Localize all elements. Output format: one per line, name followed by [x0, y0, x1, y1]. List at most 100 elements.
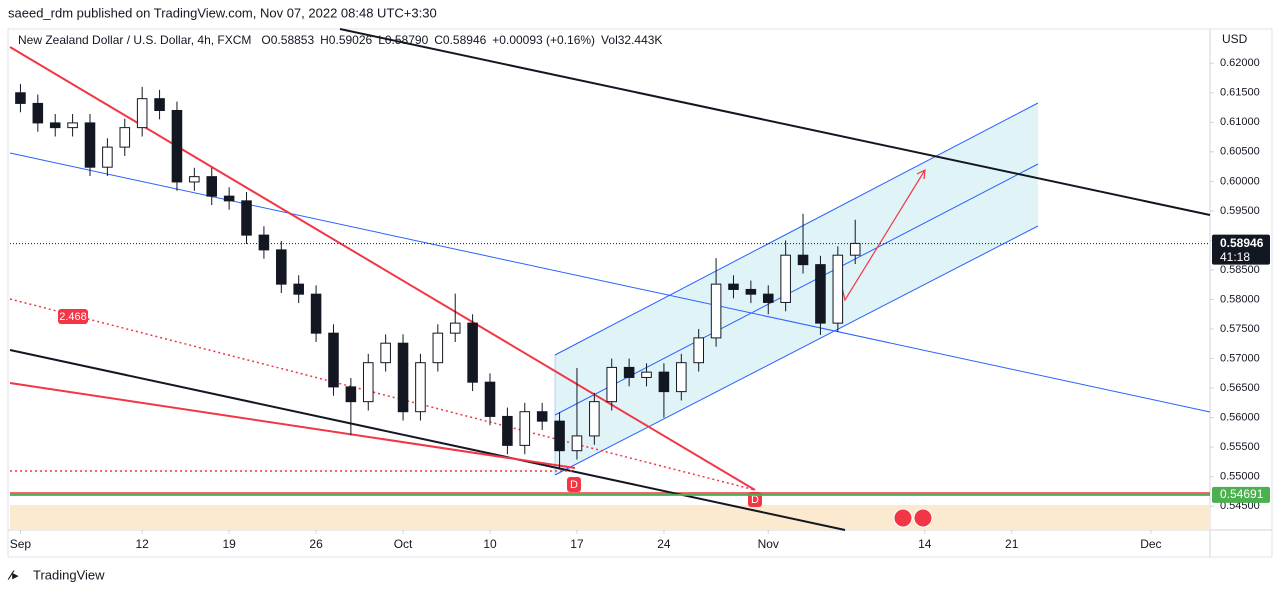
- zone: [10, 505, 1210, 530]
- candle-body: [554, 420, 565, 452]
- currency-label: USD: [1222, 32, 1248, 46]
- ohlc-legend: O0.58853 H0.59026 L0.58790 C0.58946 +0.00093…: [261, 33, 662, 47]
- x-tick-label: 24: [657, 537, 671, 551]
- ratio-badge: [58, 309, 88, 324]
- brand: TradingView: [33, 567, 105, 582]
- ohlc-value: L0.58790: [378, 33, 428, 47]
- dividend-label: D: [751, 494, 759, 506]
- ohlc-value: Vol32.443K: [601, 33, 662, 47]
- channel-mid: [554, 163, 1039, 416]
- candle-body: [589, 401, 600, 437]
- candle-body: [258, 234, 270, 251]
- ohlc-value: H0.59026: [320, 33, 372, 47]
- countdown-label: 41:18: [1220, 250, 1250, 264]
- x-tick-label: Sep: [10, 537, 32, 551]
- candle-body: [345, 386, 357, 403]
- candle-body: [571, 435, 583, 452]
- candle-body: [415, 362, 426, 413]
- candle-body: [102, 146, 113, 168]
- candle-body: [189, 176, 200, 183]
- candle-body: [328, 332, 339, 388]
- candle-body: [623, 366, 635, 378]
- publisher-line: saeed_rdm published on TradingView.com, …: [8, 5, 437, 20]
- y-tick-label: 0.62000: [1220, 57, 1260, 69]
- event-icon[interactable]: [913, 508, 933, 528]
- candle-body: [641, 371, 652, 378]
- last-price-label: 0.58946: [1220, 236, 1264, 250]
- candle-body: [67, 122, 78, 129]
- red-trendline: [9, 46, 756, 491]
- x-tick-label: 17: [570, 537, 584, 551]
- y-tick-label: 0.60500: [1220, 146, 1260, 158]
- black-trendline-bottom: [9, 349, 846, 531]
- candle-body: [32, 102, 44, 124]
- candles: [15, 83, 861, 470]
- candle-body: [154, 98, 165, 111]
- y-tick-label: 0.58500: [1220, 264, 1260, 276]
- chart-frame: [7, 28, 1273, 558]
- candle-body: [432, 332, 444, 364]
- candle-body: [362, 362, 374, 403]
- candle-body: [519, 411, 531, 446]
- ohlc-value: O0.58853: [261, 33, 314, 47]
- candle-body: [536, 411, 548, 422]
- candle-body: [171, 109, 183, 183]
- x-tick-label: 14: [918, 537, 932, 551]
- candle-body: [502, 415, 513, 446]
- ratio-label: 2.468: [59, 311, 87, 323]
- x-tick-label: 21: [1005, 537, 1019, 551]
- event-icon[interactable]: [893, 508, 913, 528]
- y-tick-label: 0.61500: [1220, 87, 1260, 99]
- y-tick-label: 0.57000: [1220, 352, 1260, 364]
- y-tick-label: 0.54500: [1220, 500, 1260, 512]
- candle-body: [710, 283, 722, 339]
- candle-body: [658, 371, 670, 393]
- dividend-badge[interactable]: [567, 477, 581, 492]
- dividend-label: D: [570, 479, 578, 491]
- channel-top: [554, 102, 1039, 356]
- candle-body: [241, 200, 252, 236]
- candle-body: [832, 254, 844, 324]
- candle-body: [84, 122, 96, 168]
- last-price-badge: [1212, 234, 1270, 265]
- candle-body: [815, 264, 826, 324]
- level-label: 0.54691: [1220, 487, 1264, 501]
- y-tick-label: 0.57500: [1220, 323, 1260, 335]
- candle-body: [849, 242, 861, 256]
- x-tick-label: Nov: [758, 537, 779, 551]
- candle-body: [293, 283, 304, 295]
- candle-body: [310, 293, 322, 334]
- candle-body: [380, 342, 391, 364]
- arrow-head: [916, 168, 926, 180]
- y-tick-label: 0.59500: [1220, 205, 1260, 217]
- ohlc-value: +0.00093 (+0.16%): [492, 33, 595, 47]
- candle-body: [467, 322, 478, 383]
- y-tick-label: 0.58000: [1220, 293, 1260, 305]
- candle-body: [693, 337, 704, 364]
- candle-body: [223, 195, 235, 202]
- channel-bottom: [554, 225, 1039, 476]
- red-trendline-low: [9, 382, 576, 469]
- candle-body: [780, 254, 791, 303]
- candle-body: [484, 381, 496, 417]
- level-badge: [1212, 486, 1270, 503]
- candle-body: [276, 249, 287, 285]
- candle-body: [797, 254, 809, 266]
- candle-body: [676, 362, 687, 393]
- x-tick-label: 26: [309, 537, 323, 551]
- x-tick-label: 10: [483, 537, 497, 551]
- y-tick-label: 0.56000: [1220, 412, 1260, 424]
- candle-body: [206, 176, 218, 197]
- candle-body: [15, 92, 26, 104]
- x-tick-label: Oct: [394, 537, 413, 551]
- y-tick-label: 0.60000: [1220, 175, 1260, 187]
- candle-body: [397, 342, 409, 413]
- candle-body: [119, 127, 131, 148]
- y-tick-label: 0.56500: [1220, 382, 1260, 394]
- y-tick-label: 0.61000: [1220, 116, 1260, 128]
- ohlc-value: C0.58946: [434, 33, 486, 47]
- dotted-line: [9, 298, 756, 491]
- candle-body: [745, 288, 757, 295]
